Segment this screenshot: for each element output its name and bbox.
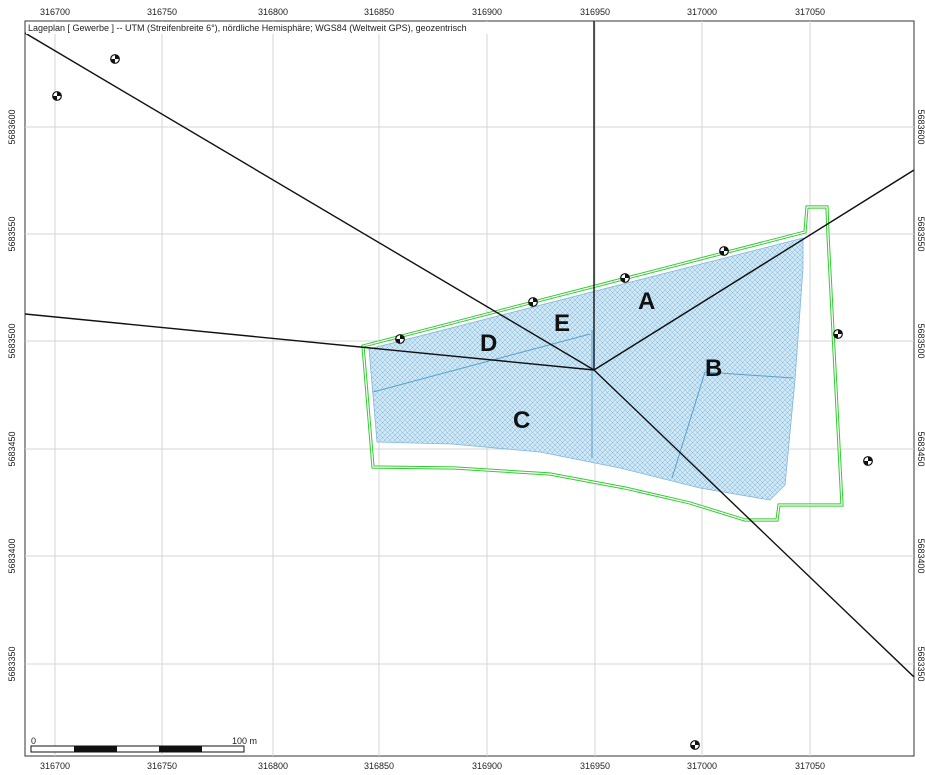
y-tick-label: 5683350 [916, 646, 925, 681]
y-tick-label: 5683550 [916, 216, 925, 251]
zone-label-e: E [554, 310, 570, 337]
zone-label-c: C [513, 407, 530, 434]
x-axis-bottom: 316700 316750 316800 316850 316900 31695… [40, 761, 825, 771]
x-tick-label: 316950 [580, 7, 610, 17]
x-tick-label: 316800 [258, 7, 288, 17]
y-tick-label: 5683450 [7, 431, 17, 466]
scale-start-label: 0 [31, 736, 36, 746]
y-tick-label: 5683400 [7, 538, 17, 573]
x-tick-label: 316750 [147, 761, 177, 771]
y-tick-label: 5683350 [7, 646, 17, 681]
x-tick-label: 316900 [472, 7, 502, 17]
x-tick-label: 316750 [147, 7, 177, 17]
y-tick-label: 5683500 [7, 323, 17, 358]
map-header: Lageplan [ Gewerbe ] -- UTM (Streifenbre… [28, 23, 467, 33]
x-tick-label: 316800 [258, 761, 288, 771]
receptor-marker[interactable] [691, 741, 700, 750]
y-axis-right: 5683600 5683550 5683500 5683450 5683400 … [916, 109, 925, 681]
x-tick-label: 316850 [364, 761, 394, 771]
y-tick-label: 5683450 [916, 431, 925, 466]
zone-label-a: A [638, 288, 655, 315]
x-tick-label: 317000 [687, 7, 717, 17]
y-tick-label: 5683500 [916, 323, 925, 358]
y-axis-left: 5683600 5683550 5683500 5683450 5683400 … [7, 109, 17, 681]
y-tick-label: 5683400 [916, 538, 925, 573]
zone-label-b: B [705, 355, 722, 382]
scale-end-label: 100 m [232, 736, 257, 746]
receptor-marker[interactable] [621, 274, 630, 283]
x-tick-label: 316850 [364, 7, 394, 17]
y-tick-label: 5683600 [7, 109, 17, 144]
receptor-marker[interactable] [720, 247, 729, 256]
x-tick-label: 316950 [580, 761, 610, 771]
receptor-marker[interactable] [529, 298, 538, 307]
y-tick-label: 5683600 [916, 109, 925, 144]
x-tick-label: 316700 [40, 761, 70, 771]
receptor-marker[interactable] [111, 55, 120, 64]
x-tick-label: 316700 [40, 7, 70, 17]
receptor-marker[interactable] [53, 92, 62, 101]
receptor-marker[interactable] [396, 335, 405, 344]
y-tick-label: 5683550 [7, 216, 17, 251]
x-tick-label: 317000 [687, 761, 717, 771]
receptor-marker[interactable] [834, 330, 843, 339]
x-tick-label: 316900 [472, 761, 502, 771]
x-tick-label: 317050 [795, 7, 825, 17]
x-tick-label: 317050 [795, 761, 825, 771]
receptor-marker[interactable] [864, 457, 873, 466]
x-axis-top: 316700 316750 316800 316850 316900 31695… [40, 7, 825, 17]
zone-label-d: D [480, 330, 497, 357]
